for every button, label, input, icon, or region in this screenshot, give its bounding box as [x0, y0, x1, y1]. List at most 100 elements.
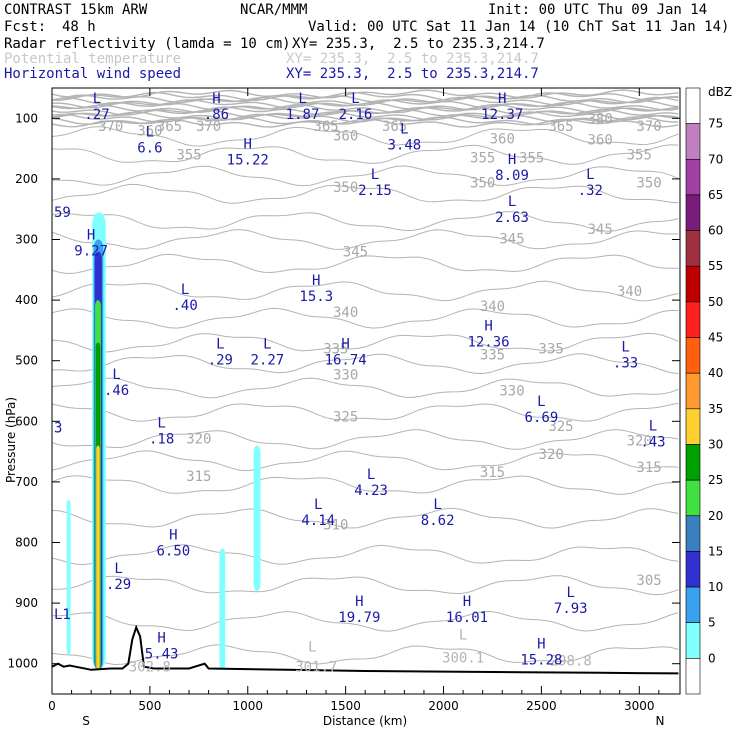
wind-extremum-marker: H	[498, 91, 506, 107]
colorbar-level: 40	[708, 366, 723, 380]
wind-extremum-marker: L	[181, 282, 189, 298]
theta-bottom-label: 298.8	[550, 654, 592, 670]
colorbar-level: 30	[708, 437, 723, 451]
theta-label: 355	[470, 151, 495, 167]
wind-extremum-marker: H	[157, 630, 165, 646]
theta-label: 370	[636, 119, 661, 135]
reflectivity-cell	[219, 548, 226, 670]
y-axis-label: Pressure (hPa)	[4, 397, 18, 483]
theta-contour	[51, 118, 679, 128]
colorbar-level: 5	[708, 616, 716, 630]
reflectivity-cell	[253, 445, 261, 591]
colorbar-level: 55	[708, 259, 723, 273]
wind-extremum-value: .27	[84, 107, 109, 123]
colorbar-swatch	[685, 408, 701, 445]
wind-extremum-value: 3.48	[388, 137, 422, 153]
x-tick-label: 1500	[330, 699, 361, 713]
theta-label: 325	[333, 409, 358, 425]
wind-extremum-marker: L	[216, 337, 224, 353]
theta-contour	[51, 475, 679, 495]
x-tick-label: 0	[48, 699, 56, 713]
wind-extremum-value: .43	[640, 434, 665, 450]
theta-contour	[51, 229, 679, 250]
theta-label: 340	[617, 284, 642, 300]
wind-extremum-value: 6.50	[157, 543, 191, 559]
wind-extremum-value: .29	[208, 353, 233, 369]
y-tick-label: 100	[15, 111, 38, 125]
theta-label: 335	[323, 342, 348, 358]
fcst-value: 48 h	[62, 19, 96, 35]
theta-label: 350	[333, 180, 358, 196]
field3-name: Horizontal wind speed	[4, 66, 182, 82]
wind-extremum-value: 6.6	[137, 140, 162, 156]
theta-contour	[51, 307, 679, 329]
reflectivity-cell	[96, 445, 100, 670]
wind-extremum-marker: L	[351, 91, 359, 107]
theta-contour	[51, 450, 679, 472]
wind-extremum-value: 2.27	[250, 353, 284, 369]
wind-extremum-value: .29	[106, 577, 131, 593]
theta-label: 330	[333, 368, 358, 384]
fcst-label: Fcst:	[4, 19, 47, 35]
wind-extremum-marker: L	[433, 497, 441, 513]
wind-extremum-marker: L	[146, 124, 154, 140]
colorbar-swatch	[685, 586, 701, 624]
theta-contour	[51, 211, 679, 232]
wind-extremum-marker: L	[400, 121, 408, 137]
wind-extremum-value: 1.87	[286, 107, 320, 123]
theta-label: 350	[470, 176, 495, 192]
wind-extremum-value: 15.3	[299, 289, 333, 305]
wind-extremum-marker: L	[314, 497, 322, 513]
theta-label: 365	[382, 119, 407, 135]
colorbar-level: 25	[708, 473, 723, 487]
y-tick-label: 500	[15, 354, 38, 368]
theta-label: 360	[333, 128, 358, 144]
colorbar-swatch	[685, 301, 701, 338]
colorbar-level: 20	[708, 509, 723, 523]
theta-contour	[51, 507, 679, 529]
wind-extremum-marker: L	[567, 585, 575, 601]
wind-extremum-marker: L	[112, 367, 120, 383]
colorbar-swatch	[685, 158, 701, 196]
wind-extremum-value: 4.14	[301, 513, 335, 529]
wind-extremum-marker: L	[263, 337, 271, 353]
y-tick-label: 200	[15, 172, 38, 186]
theta-contour	[51, 111, 679, 121]
wind-extremum-marker: L	[621, 340, 629, 356]
theta-contour	[51, 126, 679, 147]
theta-label: 365	[157, 119, 182, 135]
colorbar-swatch	[685, 479, 701, 517]
theta-contour	[52, 610, 679, 632]
wind-extremum-marker: L	[114, 561, 122, 577]
wind-extremum-marker: H	[463, 594, 471, 610]
y-tick-label: 400	[15, 293, 38, 307]
terrain	[51, 624, 679, 675]
theta-label: 335	[480, 348, 505, 364]
wind-extremum-marker: H	[508, 152, 516, 168]
south-label: S	[82, 714, 90, 728]
theta-label: 320	[186, 431, 211, 447]
y-tick-label: 300	[15, 233, 38, 247]
theta-label: 360	[137, 123, 162, 139]
theta-contour	[51, 353, 679, 375]
wind-extremum-value: 8.09	[495, 168, 529, 184]
x-tick-label: 3000	[624, 699, 655, 713]
theta-contour	[51, 575, 679, 596]
theta-label: 325	[548, 419, 573, 435]
theta-contour	[51, 116, 679, 126]
colorbar-swatch	[685, 123, 701, 160]
colorbar-swatch	[685, 551, 701, 588]
y-tick-label: 1000	[7, 657, 38, 671]
plot-frame	[51, 87, 681, 695]
colorbar-level: 50	[708, 295, 723, 309]
theta-bottom-label: 300.1	[442, 651, 484, 667]
colorbar-swatch	[685, 622, 701, 659]
theta-contour	[51, 544, 679, 566]
theta-contour	[51, 103, 679, 114]
theta-low-marker: L	[459, 627, 467, 643]
wind-edge-label: L1	[54, 607, 71, 623]
theta-contours	[51, 89, 679, 666]
theta-contour	[51, 377, 679, 399]
theta-label: 360	[587, 133, 612, 149]
theta-label: 370	[98, 119, 123, 135]
